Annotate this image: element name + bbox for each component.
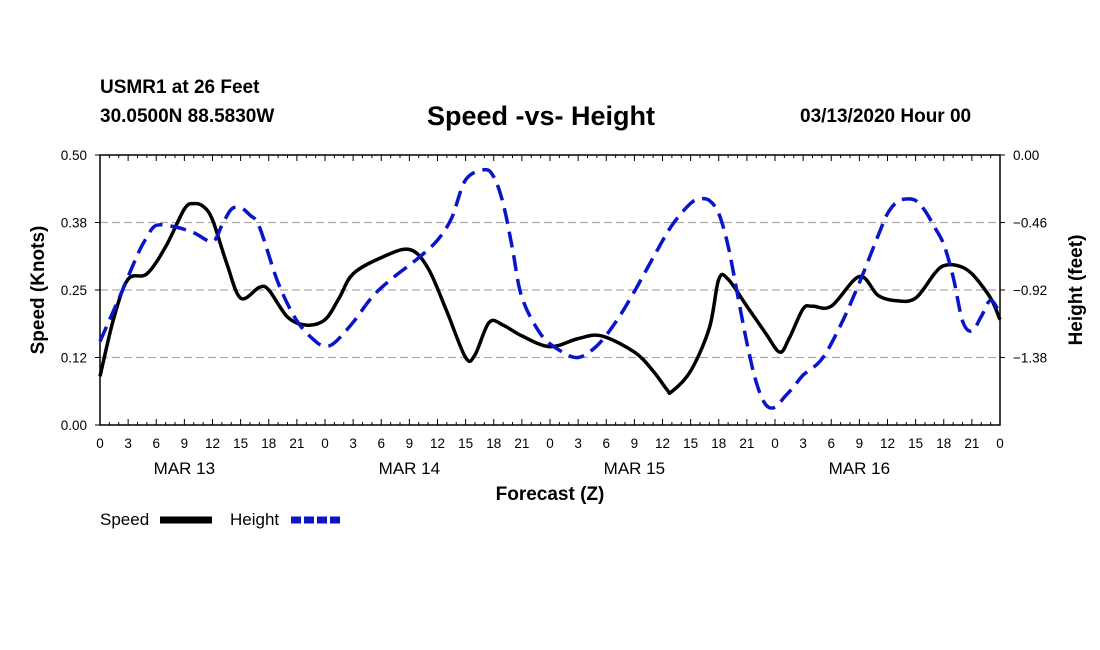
x-tick-label: 15 [233, 436, 248, 451]
chart-title: Speed -vs- Height [427, 101, 656, 131]
day-label: MAR 13 [154, 459, 215, 478]
x-tick-label: 21 [964, 436, 979, 451]
x-tick-label: 21 [514, 436, 529, 451]
x-tick-label: 9 [406, 436, 414, 451]
left-tick-label: 0.25 [61, 283, 87, 298]
x-tick-label: 3 [349, 436, 357, 451]
x-tick-label: 0 [771, 436, 779, 451]
series-height-line [98, 167, 1002, 410]
x-tick-label: 3 [124, 436, 132, 451]
x-tick-label: 12 [880, 436, 895, 451]
x-tick-label: 3 [799, 436, 807, 451]
left-tick-label: 0.50 [61, 148, 87, 163]
x-tick-label: 18 [261, 436, 276, 451]
x-tick-label: 15 [908, 436, 923, 451]
right-tick-label: −0.46 [1013, 216, 1047, 231]
day-label: MAR 15 [604, 459, 665, 478]
right-tick-label: 0.00 [1013, 148, 1039, 163]
x-tick-label: 9 [631, 436, 639, 451]
x-tick-label: 15 [458, 436, 473, 451]
x-tick-label: 6 [377, 436, 385, 451]
right-axis-label: Height (feet) [1066, 235, 1087, 346]
x-tick-label: 21 [739, 436, 754, 451]
x-tick-label: 12 [205, 436, 220, 451]
x-tick-label: 0 [96, 436, 104, 451]
x-tick-label: 9 [181, 436, 189, 451]
x-tick-label: 18 [486, 436, 501, 451]
left-tick-label: 0.38 [61, 216, 87, 231]
x-tick-label: 18 [936, 436, 951, 451]
x-tick-label: 0 [546, 436, 554, 451]
left-axis-label: Speed (Knots) [28, 226, 49, 355]
x-tick-label: 6 [602, 436, 610, 451]
x-tick-label: 0 [321, 436, 329, 451]
right-tick-label: −0.92 [1013, 283, 1047, 298]
station-label: USMR1 at 26 Feet [100, 77, 260, 98]
coordinates-label: 30.0500N 88.5830W [100, 106, 275, 127]
left-tick-label: 0.00 [61, 418, 87, 433]
x-axis-label: Forecast (Z) [496, 484, 605, 505]
day-label: MAR 16 [829, 459, 890, 478]
legend-label-height: Height [230, 510, 279, 529]
x-tick-label: 15 [683, 436, 698, 451]
x-tick-label: 3 [574, 436, 582, 451]
x-tick-label: 9 [856, 436, 864, 451]
run-time-label: 03/13/2020 Hour 00 [800, 106, 972, 127]
x-tick-label: 6 [827, 436, 835, 451]
x-tick-label: 21 [289, 436, 304, 451]
series-speed-line [98, 201, 1002, 396]
legend-label-speed: Speed [100, 510, 149, 529]
x-tick-label: 6 [152, 436, 160, 451]
right-tick-label: −1.38 [1013, 351, 1047, 366]
day-label: MAR 14 [379, 459, 440, 478]
x-tick-label: 12 [430, 436, 445, 451]
left-tick-label: 0.12 [61, 351, 87, 366]
x-tick-label: 12 [655, 436, 670, 451]
x-tick-label: 18 [711, 436, 726, 451]
x-tick-label: 0 [996, 436, 1004, 451]
